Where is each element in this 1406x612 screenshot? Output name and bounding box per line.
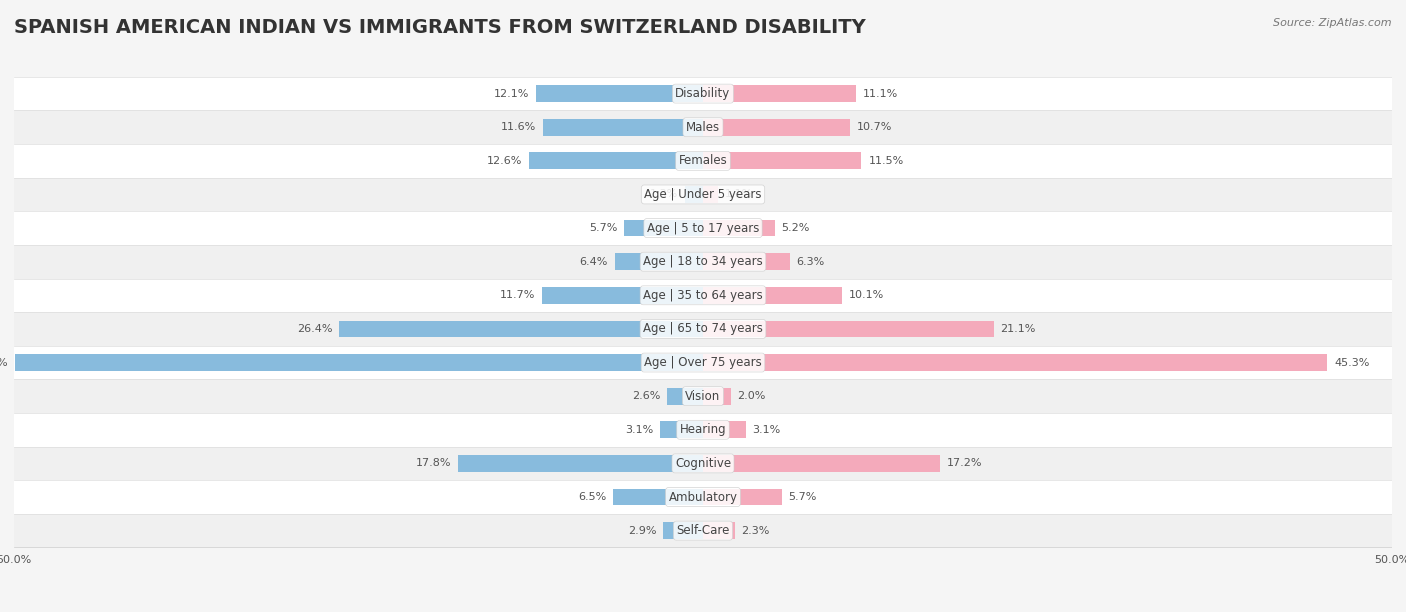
Bar bbox=[703, 220, 775, 236]
Text: 11.1%: 11.1% bbox=[863, 89, 898, 99]
Bar bbox=[703, 287, 842, 304]
Text: 26.4%: 26.4% bbox=[297, 324, 332, 334]
Bar bbox=[14, 110, 1392, 144]
Bar bbox=[14, 480, 1392, 514]
Text: Ambulatory: Ambulatory bbox=[668, 490, 738, 504]
Text: 1.3%: 1.3% bbox=[650, 190, 678, 200]
Text: Self-Care: Self-Care bbox=[676, 524, 730, 537]
Text: Source: ZipAtlas.com: Source: ZipAtlas.com bbox=[1274, 18, 1392, 28]
Text: Age | Under 5 years: Age | Under 5 years bbox=[644, 188, 762, 201]
Text: Females: Females bbox=[679, 154, 727, 167]
Text: Age | 35 to 64 years: Age | 35 to 64 years bbox=[643, 289, 763, 302]
Bar bbox=[613, 488, 703, 506]
Text: 17.8%: 17.8% bbox=[415, 458, 451, 468]
Bar bbox=[614, 253, 703, 270]
Text: 6.4%: 6.4% bbox=[579, 256, 607, 267]
Text: 2.9%: 2.9% bbox=[627, 526, 657, 536]
Text: 49.9%: 49.9% bbox=[0, 357, 8, 368]
Bar bbox=[14, 177, 1392, 211]
Bar bbox=[668, 388, 703, 405]
Bar bbox=[703, 119, 851, 136]
Bar bbox=[14, 514, 1392, 548]
Text: Hearing: Hearing bbox=[679, 424, 727, 436]
Bar bbox=[703, 488, 782, 506]
Bar bbox=[14, 312, 1392, 346]
Text: 12.1%: 12.1% bbox=[494, 89, 530, 99]
Text: Age | 65 to 74 years: Age | 65 to 74 years bbox=[643, 323, 763, 335]
Text: Males: Males bbox=[686, 121, 720, 134]
Bar bbox=[703, 253, 790, 270]
Text: 45.3%: 45.3% bbox=[1334, 357, 1369, 368]
Text: Vision: Vision bbox=[685, 390, 721, 403]
Bar bbox=[703, 85, 856, 102]
Bar bbox=[14, 447, 1392, 480]
Text: 21.1%: 21.1% bbox=[1001, 324, 1036, 334]
Text: Age | 5 to 17 years: Age | 5 to 17 years bbox=[647, 222, 759, 234]
Text: 5.7%: 5.7% bbox=[589, 223, 617, 233]
Bar bbox=[530, 152, 703, 170]
Text: 3.1%: 3.1% bbox=[752, 425, 780, 435]
Bar bbox=[14, 144, 1392, 177]
Bar bbox=[664, 522, 703, 539]
Text: Disability: Disability bbox=[675, 87, 731, 100]
Bar bbox=[703, 522, 735, 539]
Bar bbox=[14, 346, 1392, 379]
Text: 6.3%: 6.3% bbox=[797, 256, 825, 267]
Bar bbox=[703, 388, 731, 405]
Text: 11.7%: 11.7% bbox=[499, 290, 534, 300]
Text: 12.6%: 12.6% bbox=[486, 156, 523, 166]
Bar bbox=[536, 85, 703, 102]
Bar bbox=[661, 422, 703, 438]
Bar bbox=[15, 354, 703, 371]
Text: 6.5%: 6.5% bbox=[578, 492, 606, 502]
Bar bbox=[703, 422, 745, 438]
Bar bbox=[543, 119, 703, 136]
Text: 17.2%: 17.2% bbox=[946, 458, 983, 468]
Text: Age | 18 to 34 years: Age | 18 to 34 years bbox=[643, 255, 763, 268]
Bar bbox=[14, 413, 1392, 447]
Bar bbox=[14, 278, 1392, 312]
Text: 11.5%: 11.5% bbox=[869, 156, 904, 166]
Bar bbox=[14, 379, 1392, 413]
Text: 2.0%: 2.0% bbox=[738, 391, 766, 401]
Bar bbox=[703, 186, 718, 203]
Bar bbox=[703, 152, 862, 170]
Text: 1.1%: 1.1% bbox=[725, 190, 754, 200]
Text: 5.7%: 5.7% bbox=[789, 492, 817, 502]
Bar bbox=[685, 186, 703, 203]
Text: Cognitive: Cognitive bbox=[675, 457, 731, 470]
Text: 3.1%: 3.1% bbox=[626, 425, 654, 435]
Text: 5.2%: 5.2% bbox=[782, 223, 810, 233]
Bar bbox=[624, 220, 703, 236]
Bar bbox=[14, 211, 1392, 245]
Text: Age | Over 75 years: Age | Over 75 years bbox=[644, 356, 762, 369]
Bar bbox=[339, 321, 703, 337]
Text: 2.6%: 2.6% bbox=[631, 391, 661, 401]
Bar bbox=[703, 455, 941, 472]
Bar bbox=[703, 354, 1327, 371]
Bar bbox=[458, 455, 703, 472]
Bar bbox=[703, 321, 994, 337]
Text: 10.7%: 10.7% bbox=[858, 122, 893, 132]
Bar bbox=[14, 76, 1392, 110]
Legend: Spanish American Indian, Immigrants from Switzerland: Spanish American Indian, Immigrants from… bbox=[502, 608, 904, 612]
Text: SPANISH AMERICAN INDIAN VS IMMIGRANTS FROM SWITZERLAND DISABILITY: SPANISH AMERICAN INDIAN VS IMMIGRANTS FR… bbox=[14, 18, 866, 37]
Bar bbox=[541, 287, 703, 304]
Text: 2.3%: 2.3% bbox=[741, 526, 770, 536]
Text: 10.1%: 10.1% bbox=[849, 290, 884, 300]
Text: 11.6%: 11.6% bbox=[501, 122, 536, 132]
Bar bbox=[14, 245, 1392, 278]
